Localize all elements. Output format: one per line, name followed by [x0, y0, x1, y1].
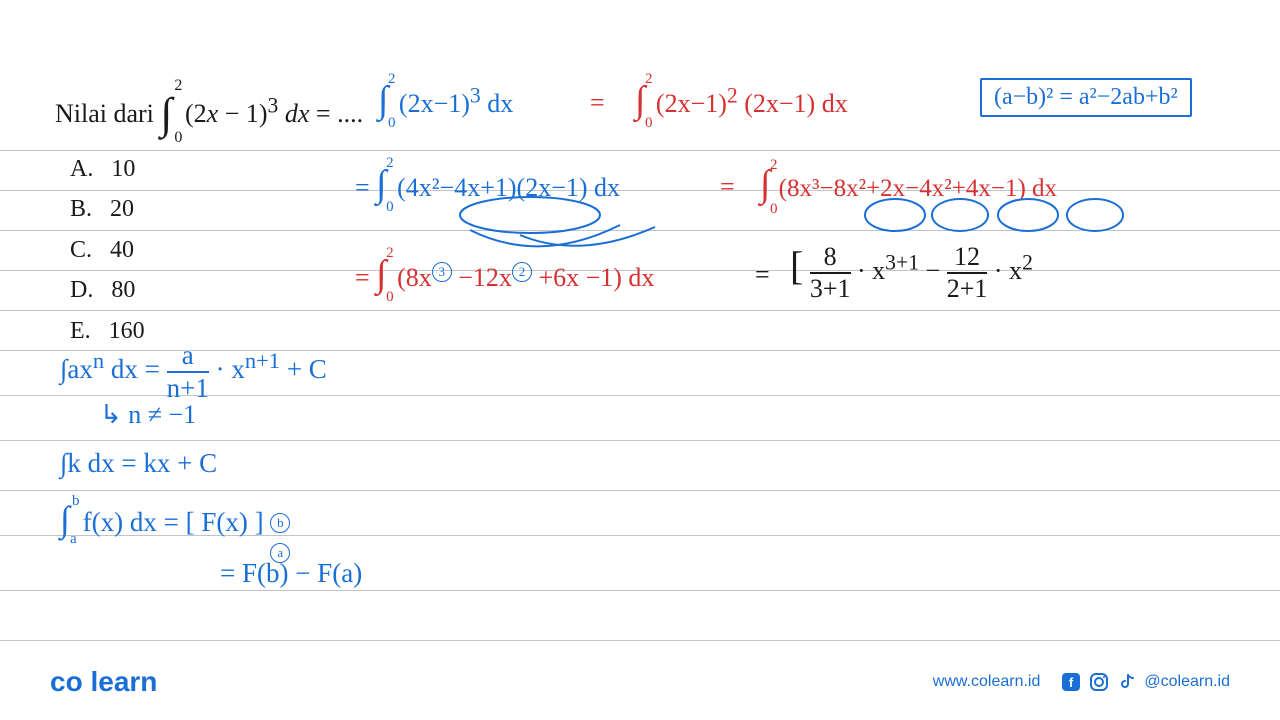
logo-co: co: [50, 666, 83, 697]
footer-url: www.colearn.id: [933, 673, 1041, 691]
option-d: D. 80: [70, 271, 145, 309]
svg-text:f: f: [1069, 675, 1074, 690]
tiktok-icon: [1116, 671, 1138, 693]
option-b: B. 20: [70, 190, 145, 228]
formula-eval: = F(b) − F(a): [220, 558, 362, 589]
work-line1-left: 2 ∫ 0 (2x−1)3 dx: [378, 78, 513, 122]
work-line1-eq: =: [590, 88, 605, 118]
circled-2: 2: [512, 262, 532, 282]
identity-box: (a−b)² = a²−2ab+b²: [980, 78, 1192, 117]
option-a: A. 10: [70, 150, 145, 188]
question-integral: 2 ∫ 0 (2x − 1)3 dx = ....: [160, 99, 363, 128]
social-handle: @colearn.id: [1144, 673, 1230, 691]
formula-definite: b ∫ a f(x) dx = [ F(x) ] b a: [60, 498, 294, 540]
answer-options: A. 10 B. 20 C. 40 D. 80 E. 160: [70, 150, 145, 352]
instagram-icon: [1088, 671, 1110, 693]
logo: co learn: [50, 666, 157, 698]
work-line2-eq: =: [720, 172, 735, 202]
logo-learn: learn: [90, 666, 157, 697]
formula-condition: ↳ n ≠ −1: [100, 400, 196, 430]
work-line2-left: = 2 ∫ 0 (4x²−4x+1)(2x−1) dx: [355, 162, 620, 206]
work-line3-right: [ 8 3+1 · x3+1 − 12 2+1 · x2: [790, 242, 1033, 304]
question-text: Nilai dari 2 ∫ 0 (2x − 1)3 dx = ....: [55, 82, 363, 133]
work-line2-right: 2 ∫ 0 (8x³−8x²+2x−4x²+4x−1) dx: [760, 162, 1057, 206]
footer: co learn www.colearn.id f @colearn.id: [0, 662, 1280, 702]
formula-constant: ∫k dx = kx + C: [60, 448, 217, 479]
work-line1-right: 2 ∫ 0 (2x−1)2 (2x−1) dx: [635, 78, 848, 122]
circled-b: b: [270, 513, 290, 533]
work-line3-left: = 2 ∫ 0 (8x3 −12x2 +6x −1) dx: [355, 252, 654, 296]
formula-power-rule: ∫axn dx = a n+1 · xn+1 + C: [60, 340, 327, 404]
social-links: f @colearn.id: [1060, 671, 1230, 693]
work-line3-eq: =: [755, 260, 770, 290]
content-area: Nilai dari 2 ∫ 0 (2x − 1)3 dx = .... A. …: [0, 0, 1280, 80]
facebook-icon: f: [1060, 671, 1082, 693]
circled-3: 3: [432, 262, 452, 282]
option-c: C. 40: [70, 231, 145, 269]
question-prefix: Nilai dari: [55, 99, 160, 128]
